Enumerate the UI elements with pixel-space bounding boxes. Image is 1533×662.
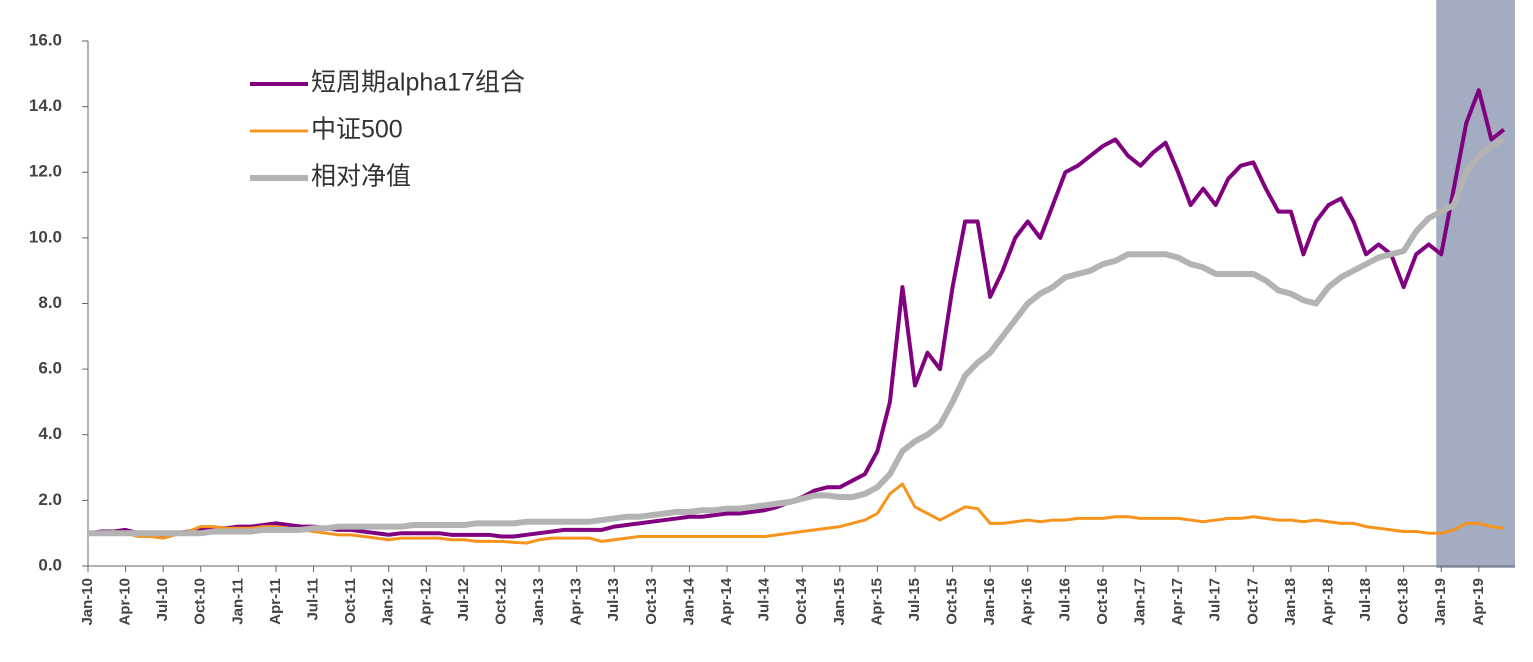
x-tick-label: Jan-19 — [1432, 578, 1449, 626]
highlight-band — [1436, 0, 1515, 568]
x-tick-label: Jan-10 — [79, 578, 96, 626]
x-tick-label: Oct-11 — [342, 578, 359, 624]
x-tick-label: Oct-17 — [1244, 578, 1261, 625]
x-tick-label: Jan-17 — [1131, 578, 1148, 626]
x-tick-label: Jul-11 — [305, 578, 322, 621]
x-tick-label: Jul-15 — [906, 578, 923, 621]
y-tick-label: 16.0 — [29, 30, 62, 49]
y-tick-label: 8.0 — [38, 293, 62, 312]
x-tick-label: Oct-14 — [793, 577, 810, 624]
x-tick-label: Oct-13 — [643, 578, 660, 625]
x-tick-label: Jan-15 — [831, 578, 848, 626]
y-tick-label: 4.0 — [38, 424, 62, 443]
x-tick-label: Jan-13 — [530, 578, 547, 626]
x-tick-label: Jan-18 — [1282, 578, 1299, 626]
x-tick-label: Apr-15 — [868, 578, 885, 626]
x-tick-label: Oct-15 — [944, 578, 961, 625]
x-tick-label: Jan-12 — [380, 578, 397, 626]
x-tick-label: Apr-17 — [1169, 578, 1186, 626]
x-tick-label: Jul-17 — [1207, 578, 1224, 621]
x-tick-label: Jul-16 — [1056, 578, 1073, 621]
y-tick-label: 2.0 — [38, 490, 62, 509]
x-tick-label: Jul-12 — [455, 578, 472, 621]
x-tick-label: Jul-13 — [605, 578, 622, 621]
series-line — [88, 482, 1505, 545]
x-tick-label: Apr-16 — [1019, 578, 1036, 626]
x-tick-label: Jul-10 — [154, 578, 171, 621]
x-tick-label: Apr-18 — [1319, 578, 1336, 626]
x-tick-label: Apr-14 — [718, 577, 735, 625]
x-tick-label: Oct-12 — [492, 578, 509, 625]
x-tick-label: Jan-16 — [981, 578, 998, 626]
x-tick-label: Oct-10 — [192, 578, 209, 625]
legend-label: 短周期alpha17组合 — [311, 69, 525, 97]
x-tick-label: Jul-18 — [1357, 578, 1374, 621]
legend-label: 中证500 — [311, 116, 403, 144]
series-line — [87, 88, 1506, 539]
x-tick-label: Apr-11 — [267, 578, 284, 625]
x-tick-label: Jan-11 — [229, 578, 246, 625]
x-tick-label: Oct-18 — [1395, 578, 1412, 625]
y-tick-label: 14.0 — [29, 96, 62, 115]
x-tick-label: Apr-10 — [117, 578, 134, 626]
x-tick-label: Jan-14 — [680, 577, 697, 625]
x-tick-label: Apr-19 — [1470, 578, 1487, 626]
y-tick-label: 12.0 — [29, 162, 62, 181]
x-tick-label: Apr-12 — [417, 578, 434, 626]
x-tick-label: Jul-14 — [756, 577, 773, 621]
legend-label: 相对净值 — [311, 163, 411, 191]
x-tick-label: Oct-16 — [1094, 578, 1111, 625]
x-tick-label: Apr-13 — [568, 578, 585, 626]
y-tick-label: 10.0 — [29, 227, 62, 246]
series-line — [88, 136, 1506, 537]
y-tick-label: 6.0 — [38, 359, 62, 378]
y-tick-label: 0.0 — [38, 555, 62, 574]
